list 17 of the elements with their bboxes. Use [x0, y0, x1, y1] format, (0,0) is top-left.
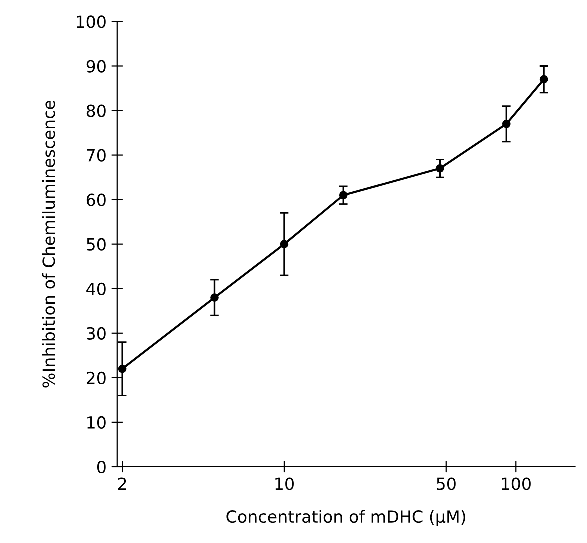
x-tick-label: 10 — [276, 478, 294, 490]
y-tick-label: 50 — [87, 238, 106, 251]
y-tick-label: 30 — [87, 327, 106, 340]
y-tick-label: 80 — [86, 104, 106, 118]
x-axis-title: Concentration of mDHC (μM) — [226, 510, 466, 526]
y-tick-label: 60 — [86, 194, 106, 206]
y-tick-label: 10 — [88, 416, 106, 430]
y-tick-label: 40 — [86, 282, 106, 296]
x-tick-label: 100 — [502, 478, 531, 490]
y-tick-label: 100 — [77, 16, 106, 28]
x-tick-label: 50 — [437, 478, 456, 490]
y-tick-label: 90 — [86, 60, 106, 73]
y-tick-label: 0 — [97, 460, 106, 474]
y-tick-label: 70 — [87, 149, 106, 162]
y-axis-title: %Inhibition of Chemiluminescence — [42, 100, 56, 388]
x-tick-label: 2 — [118, 478, 126, 490]
y-tick-label: 20 — [86, 372, 106, 384]
